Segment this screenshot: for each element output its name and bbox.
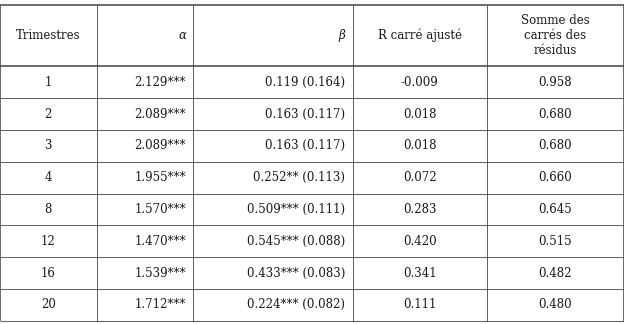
- Text: 0.482: 0.482: [539, 267, 572, 280]
- Text: 0.645: 0.645: [539, 203, 572, 216]
- Text: 16: 16: [41, 267, 56, 280]
- Text: 4: 4: [44, 171, 52, 184]
- Text: 0.433*** (0.083): 0.433*** (0.083): [246, 267, 345, 280]
- Text: -0.009: -0.009: [401, 76, 439, 89]
- Text: 0.252** (0.113): 0.252** (0.113): [253, 171, 345, 184]
- Text: 1.570***: 1.570***: [134, 203, 186, 216]
- Text: 0.545*** (0.088): 0.545*** (0.088): [247, 235, 345, 248]
- Text: 0.660: 0.660: [539, 171, 572, 184]
- Text: 0.680: 0.680: [539, 108, 572, 121]
- Text: 8: 8: [45, 203, 52, 216]
- Text: Somme des
carrés des
résidus: Somme des carrés des résidus: [521, 14, 590, 57]
- Text: 0.163 (0.117): 0.163 (0.117): [265, 139, 345, 152]
- Text: 2: 2: [45, 108, 52, 121]
- Text: 1.712***: 1.712***: [135, 298, 186, 311]
- Text: 2.089***: 2.089***: [134, 139, 186, 152]
- Text: 0.111: 0.111: [403, 298, 436, 311]
- Text: 0.509*** (0.111): 0.509*** (0.111): [247, 203, 345, 216]
- Text: 0.515: 0.515: [539, 235, 572, 248]
- Text: Trimestres: Trimestres: [16, 29, 80, 42]
- Text: β: β: [338, 29, 345, 42]
- Text: 0.420: 0.420: [403, 235, 436, 248]
- Text: 0.680: 0.680: [539, 139, 572, 152]
- Text: 0.480: 0.480: [539, 298, 572, 311]
- Text: 1.539***: 1.539***: [134, 267, 186, 280]
- Text: 12: 12: [41, 235, 56, 248]
- Text: 2.089***: 2.089***: [134, 108, 186, 121]
- Text: 0.224*** (0.082): 0.224*** (0.082): [247, 298, 345, 311]
- Text: 3: 3: [44, 139, 52, 152]
- Text: 1.955***: 1.955***: [134, 171, 186, 184]
- Text: 0.163 (0.117): 0.163 (0.117): [265, 108, 345, 121]
- Text: 1: 1: [45, 76, 52, 89]
- Text: 0.283: 0.283: [403, 203, 436, 216]
- Text: 1.470***: 1.470***: [134, 235, 186, 248]
- Text: 0.958: 0.958: [539, 76, 572, 89]
- Text: 0.341: 0.341: [403, 267, 436, 280]
- Text: R carré ajusté: R carré ajusté: [378, 29, 462, 42]
- Text: 20: 20: [41, 298, 56, 311]
- Text: α: α: [178, 29, 186, 42]
- Text: 0.072: 0.072: [403, 171, 436, 184]
- Text: 0.018: 0.018: [403, 108, 436, 121]
- Text: 2.129***: 2.129***: [135, 76, 186, 89]
- Text: 0.018: 0.018: [403, 139, 436, 152]
- Text: 0.119 (0.164): 0.119 (0.164): [265, 76, 345, 89]
